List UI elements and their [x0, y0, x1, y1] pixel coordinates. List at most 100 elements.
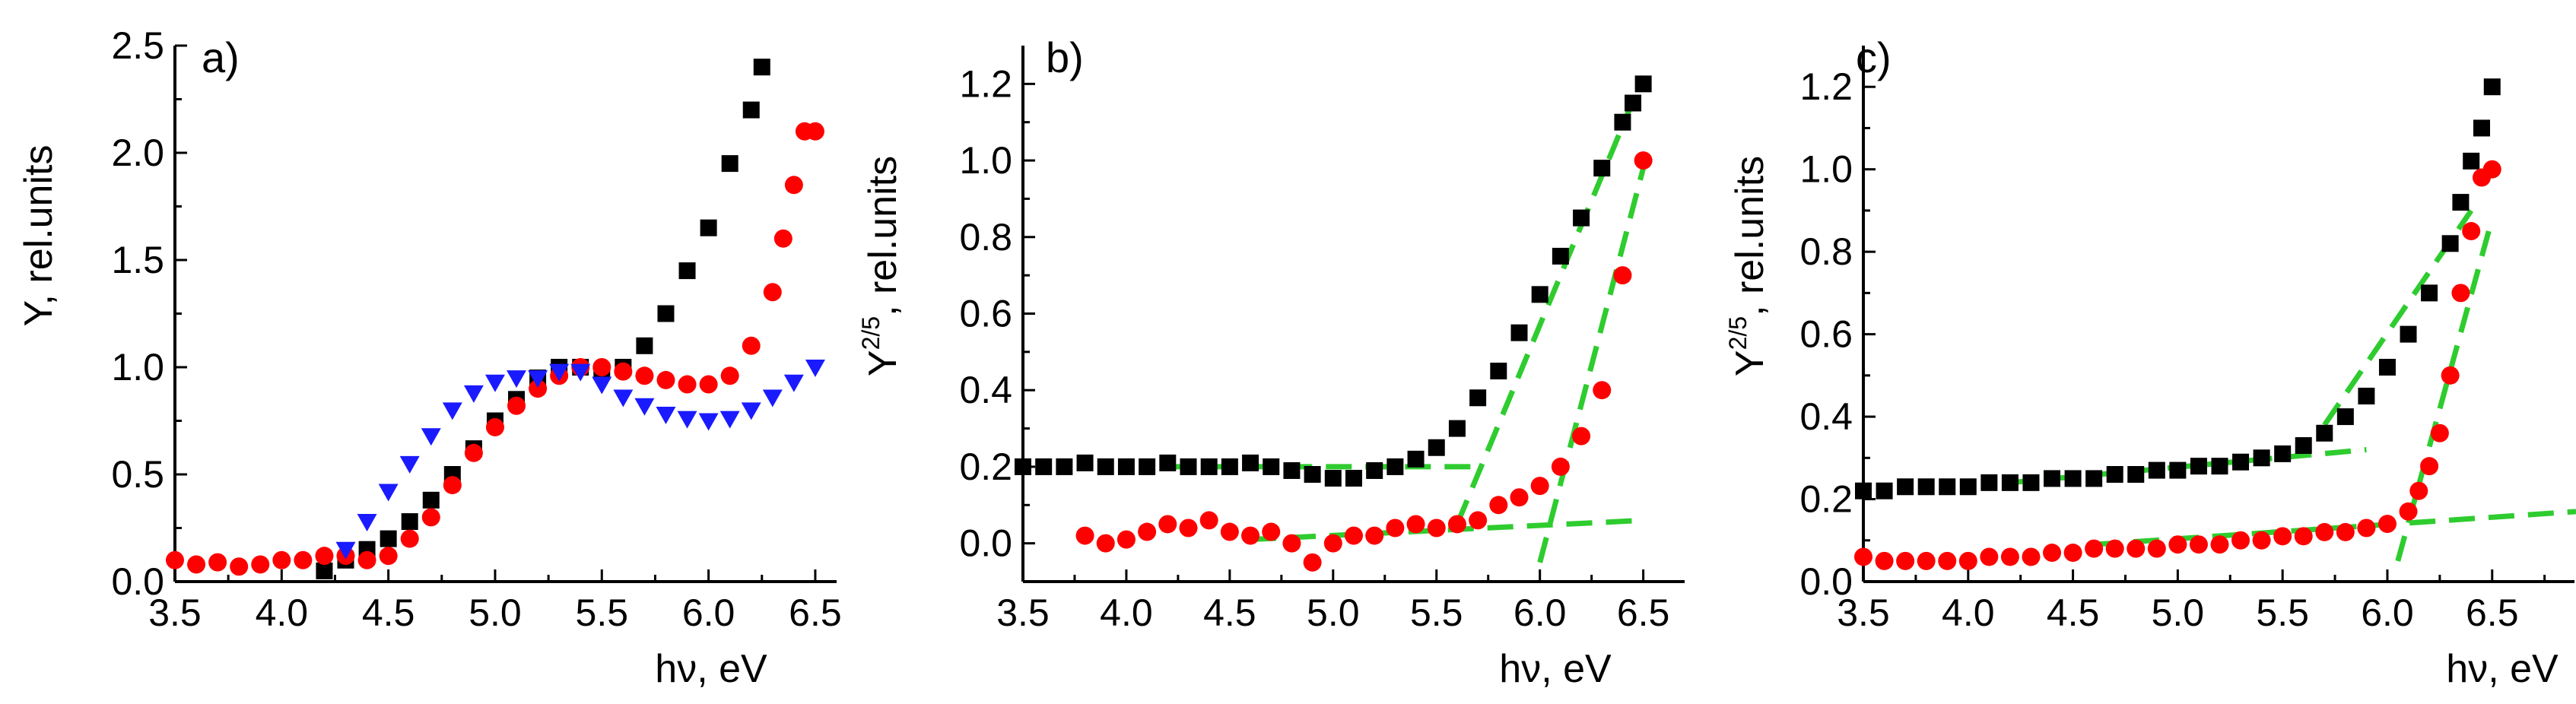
circle-marker	[1469, 511, 1488, 530]
panel-b-ylabel-base: Y	[861, 350, 905, 376]
square-marker	[636, 337, 653, 354]
square-marker	[2106, 466, 2123, 483]
square-marker	[678, 262, 696, 280]
circle-marker	[1158, 515, 1177, 534]
x-tick-label: 6.5	[789, 591, 842, 634]
circle-marker	[1530, 477, 1549, 496]
x-tick-label: 6.0	[1514, 591, 1567, 634]
square-marker	[657, 305, 675, 322]
circle-marker	[1634, 151, 1653, 170]
triangle-marker	[656, 407, 676, 425]
triangle-marker	[528, 370, 548, 388]
square-marker	[1980, 474, 1998, 491]
square-marker	[1897, 478, 1914, 496]
circle-marker	[443, 476, 462, 495]
square-marker	[1345, 470, 1362, 487]
circle-marker	[1241, 526, 1260, 545]
circle-marker	[2127, 539, 2146, 558]
circle-marker	[784, 176, 803, 195]
square-marker	[1117, 458, 1135, 475]
x-tick-label: 5.5	[1410, 591, 1463, 634]
square-marker	[2169, 461, 2187, 479]
square-marker	[700, 219, 717, 236]
square-marker	[2211, 458, 2228, 475]
square-marker	[1407, 450, 1425, 468]
square-marker	[1242, 454, 1259, 471]
triangle-marker	[613, 389, 634, 407]
square-marker	[1015, 458, 1031, 475]
circle-marker	[1917, 551, 1936, 570]
x-tick-label: 6.5	[2466, 591, 2519, 634]
square-marker	[1634, 75, 1652, 93]
circle-marker	[2022, 547, 2041, 566]
circle-marker	[1096, 534, 1115, 553]
circle-marker	[2420, 457, 2439, 476]
square-marker	[1959, 478, 1977, 496]
square-marker	[1097, 458, 1114, 475]
fit-line	[1537, 167, 1647, 563]
square-marker	[1552, 247, 1569, 265]
triangle-marker	[421, 428, 441, 446]
square-marker	[2044, 470, 2061, 487]
triangle-marker	[484, 374, 505, 392]
square-marker	[2001, 474, 2019, 491]
fit-line	[1454, 75, 1646, 525]
square-marker	[1917, 478, 1935, 496]
square-marker	[380, 530, 397, 547]
circle-marker	[230, 557, 249, 576]
y-tick-label: 1.2	[959, 62, 1012, 105]
square-marker	[1324, 470, 1342, 487]
square-marker	[401, 513, 418, 531]
square-marker	[1939, 478, 1956, 496]
circle-marker	[2085, 539, 2104, 558]
square-marker	[1366, 461, 1383, 479]
circle-marker	[464, 443, 483, 462]
circle-marker	[1489, 496, 1508, 515]
circle-marker	[357, 550, 376, 569]
triangle-marker	[549, 363, 570, 382]
circle-marker	[379, 547, 398, 566]
triangle-marker	[507, 370, 527, 388]
x-tick-label: 6.0	[2361, 591, 2414, 634]
square-marker	[1469, 389, 1487, 407]
circle-marker	[773, 229, 792, 248]
y-tick-label: 2.5	[111, 24, 164, 67]
panel-c-ylabel-sup: 2/5	[1724, 316, 1752, 350]
circle-marker	[742, 336, 761, 355]
panel-a-label: a)	[202, 33, 240, 81]
y-tick-label: 0.0	[1799, 560, 1853, 603]
x-tick-label: 3.5	[996, 591, 1050, 634]
y-tick-label: 0.5	[111, 453, 164, 496]
triangle-marker	[677, 411, 697, 429]
square-marker	[2232, 453, 2250, 471]
x-tick-label: 4.0	[1100, 591, 1153, 634]
circle-marker	[1875, 551, 1894, 570]
square-marker	[1448, 420, 1466, 437]
triangle-marker	[399, 455, 420, 474]
circle-marker	[1345, 526, 1363, 545]
square-marker	[2295, 437, 2312, 455]
square-marker	[2148, 461, 2165, 479]
square-marker	[2358, 387, 2375, 404]
square-marker	[2127, 466, 2145, 483]
y-tick-label: 0.0	[959, 522, 1012, 565]
square-marker	[2441, 235, 2459, 252]
triangle-marker	[357, 514, 377, 532]
panel-b-label: b)	[1046, 33, 1084, 81]
triangle-marker	[634, 398, 655, 416]
square-marker	[1876, 482, 1893, 499]
y-tick-label: 1.0	[111, 346, 164, 388]
y-tick-label: 0.8	[1799, 230, 1853, 273]
circle-marker	[2043, 544, 2062, 563]
circle-marker	[1365, 526, 1384, 545]
circle-marker	[635, 366, 654, 385]
triangle-marker	[698, 413, 719, 431]
square-marker	[721, 155, 738, 173]
square-marker	[1200, 458, 1218, 475]
triangle-marker	[592, 376, 612, 395]
circle-marker	[1386, 518, 1405, 538]
circle-marker	[2462, 222, 2481, 241]
circle-marker	[2168, 535, 2187, 554]
circle-marker	[1323, 534, 1342, 553]
